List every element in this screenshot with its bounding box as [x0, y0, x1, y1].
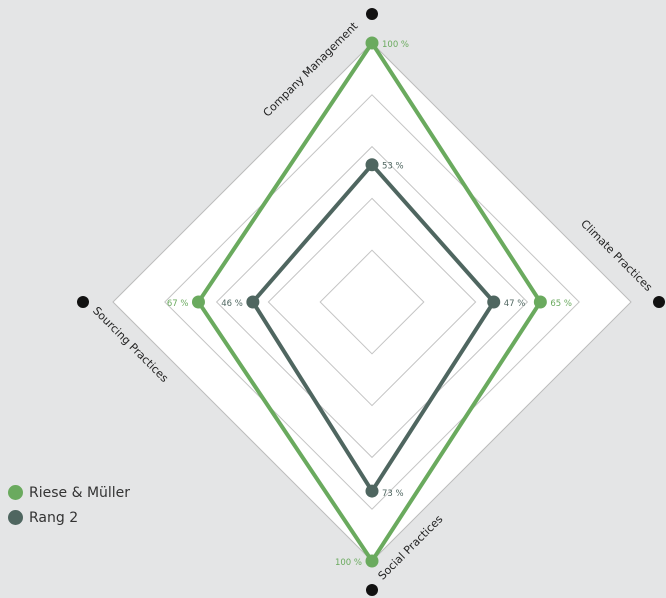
grid-ring-2 — [267, 197, 477, 407]
value-label-s0-a2: 100 % — [335, 558, 362, 568]
data-point-s1-a1 — [487, 295, 501, 309]
value-label-s0-a1: 65 % — [550, 299, 572, 309]
legend-item-riese-mueller: Riese & Müller — [8, 480, 130, 505]
legend-item-rang-2: Rang 2 — [8, 505, 130, 530]
grid-rings — [164, 94, 580, 510]
axis-end-dot-1 — [653, 296, 665, 308]
data-point-s0-a1 — [533, 295, 547, 309]
value-label-s1-a3: 46 % — [221, 299, 243, 309]
legend-label-rang-2: Rang 2 — [29, 509, 79, 526]
grid-ring-3 — [215, 145, 529, 459]
data-point-s0-a3 — [191, 295, 205, 309]
data-point-s1-a0 — [365, 158, 379, 172]
value-label-s1-a0: 53 % — [382, 162, 404, 172]
series-layer: 100 % 65 % 100 % 67 % 53 % 47 % 73 % 46 % — [167, 36, 572, 568]
value-label-s0-a0: 100 % — [382, 40, 409, 50]
data-point-s1-a3 — [246, 295, 260, 309]
legend-marker-rang-2 — [8, 510, 23, 525]
value-label-s1-a2: 73 % — [382, 489, 404, 499]
legend-label-riese-mueller: Riese & Müller — [29, 484, 131, 501]
data-point-s1-a2 — [365, 484, 379, 498]
axis-end-dot-3 — [77, 296, 89, 308]
data-point-s0-a0 — [365, 36, 379, 50]
value-label-s1-a1: 47 % — [504, 299, 526, 309]
data-point-s0-a2 — [365, 554, 379, 568]
legend: Riese & Müller Rang 2 — [8, 480, 130, 530]
grid-ring-4 — [164, 94, 580, 510]
value-label-s0-a3: 67 % — [167, 299, 189, 309]
axis-end-dot-0 — [366, 8, 378, 20]
legend-marker-riese-mueller — [8, 485, 23, 500]
grid-ring-1 — [319, 249, 425, 355]
axis-end-dot-2 — [366, 584, 378, 596]
